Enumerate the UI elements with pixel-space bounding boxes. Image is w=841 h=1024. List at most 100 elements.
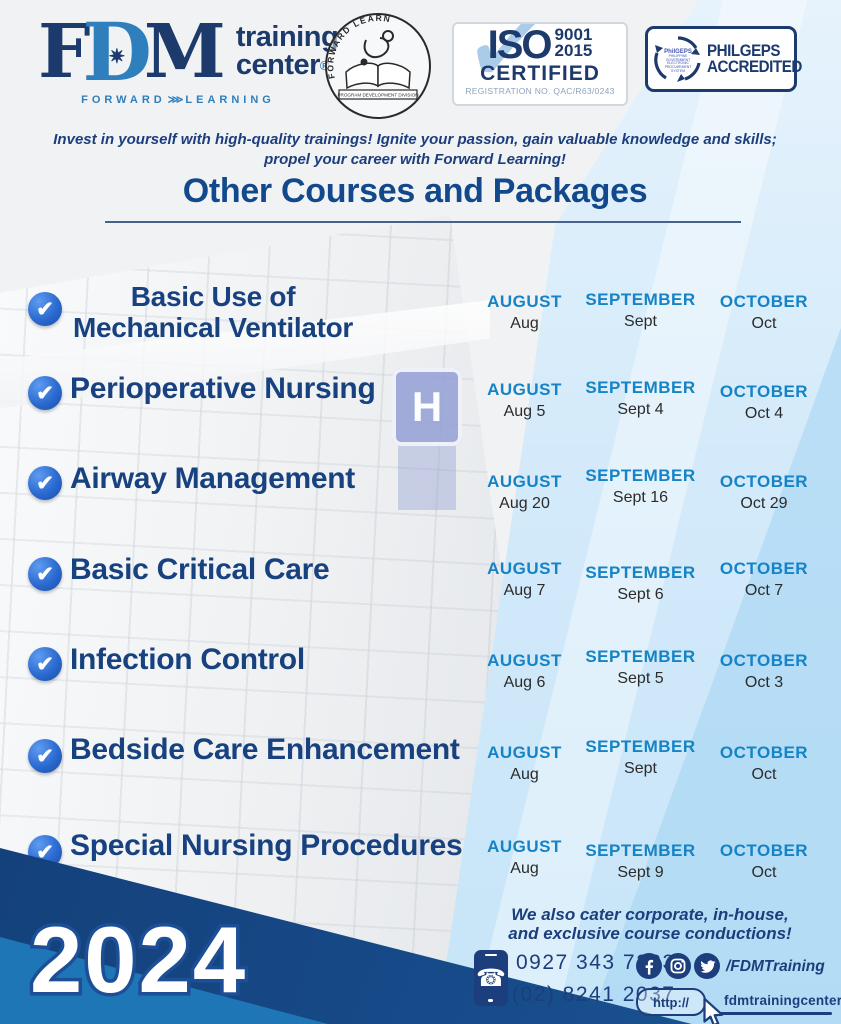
title-underline	[105, 221, 741, 223]
stethoscope-chestpiece	[360, 58, 368, 66]
instagram-icon[interactable]	[665, 953, 691, 979]
course-row: ✔ Infection Control AUGUST Aug 6 SEPTEMBE…	[0, 643, 841, 715]
cursor-arrow-icon	[698, 996, 728, 1024]
month-cell-august: AUGUST Aug	[462, 743, 587, 784]
course-date: Sept 4	[617, 401, 664, 418]
seal-banner	[338, 89, 418, 100]
course-date: Sept 5	[617, 670, 664, 687]
fdm-logo-wordmark: training center®	[235, 21, 339, 81]
course-date: Aug 20	[499, 495, 550, 512]
iso-standard: 9001 2015	[554, 25, 593, 59]
hospital-h-sign: H	[392, 368, 462, 446]
check-icon: ✔	[28, 376, 62, 410]
training-word: training	[235, 21, 339, 53]
course-title: Bedside Care Enhancement	[70, 733, 460, 766]
course-date: Oct	[751, 766, 777, 783]
month-cell-august: AUGUST Aug 20	[462, 472, 587, 513]
course-row: ✔ Bedside Care Enhancement AUGUST Aug SEP…	[0, 733, 841, 805]
note-line-1: We also cater corporate, in-house,	[511, 905, 789, 924]
month-cell-september: SEPTEMBER Sept 9	[578, 841, 703, 882]
year-text: 2024	[30, 907, 247, 1012]
course-date: Aug	[510, 315, 539, 332]
course-date: Oct 29	[740, 495, 788, 512]
month-header: AUGUST	[487, 837, 562, 856]
stethoscope-head	[382, 30, 394, 42]
course-row: ✔ Basic Critical Care AUGUST Aug 7 SEPTEM…	[0, 553, 841, 625]
book-right-page	[377, 62, 411, 90]
month-cell-october: OCTOBER Oct 29	[700, 472, 828, 513]
iso-9001: 9001	[554, 25, 593, 44]
month-cell-september: SEPTEMBER Sept 5	[578, 647, 703, 688]
note-line-2: and exclusive course conductions!	[508, 924, 792, 944]
fdm-letter-m: M	[143, 9, 226, 95]
year-2024: 2024	[26, 902, 296, 1019]
course-date: Sept 9	[617, 864, 664, 881]
course-date: Aug 7	[503, 582, 546, 599]
intro-tagline: Invest in yourself with high-quality tra…	[50, 130, 780, 171]
page-title: Other Courses and Packages	[182, 172, 648, 210]
month-cell-october: OCTOBER Oct 3	[700, 651, 828, 692]
iso-registration-number: REGISTRATION NO. QAC/R63/0243	[465, 86, 615, 96]
month-header: SEPTEMBER	[585, 841, 696, 860]
twitter-icon[interactable]	[694, 953, 720, 979]
month-header: OCTOBER	[719, 472, 809, 491]
phone-icon: ☎	[474, 950, 508, 1006]
month-header: OCTOBER	[719, 292, 809, 311]
fdm-logo: F D ✷ M training center® FORWARD ⋙ LEARNING	[38, 5, 339, 106]
course-title: Infection Control	[70, 643, 305, 676]
iso-word: ISO	[487, 23, 553, 67]
month-cell-august: AUGUST Aug	[462, 292, 587, 333]
month-header: AUGUST	[487, 651, 562, 670]
month-cell-october: OCTOBER Oct	[700, 743, 828, 784]
social-handle[interactable]: /FDMTraining	[726, 958, 825, 975]
course-title: Basic Use of Mechanical Ventilator	[72, 281, 354, 343]
registered-mark: ®	[319, 57, 330, 73]
course-title: Airway Management	[70, 462, 355, 495]
course-date: Sept	[624, 760, 657, 777]
month-cell-october: OCTOBER Oct	[700, 841, 828, 882]
course-row: ✔ Basic Use of Mechanical Ventilator AUG…	[0, 281, 841, 354]
iso-certified-word: CERTIFIED	[480, 62, 600, 85]
facebook-icon[interactable]	[636, 953, 662, 979]
check-icon: ✔	[28, 647, 62, 681]
course-date: Aug 5	[503, 403, 546, 420]
http-pill: http://	[636, 988, 706, 1016]
month-cell-september: SEPTEMBER Sept 6	[578, 563, 703, 604]
course-row: ✔ Airway Management AUGUST Aug 20 SEPTEMB…	[0, 462, 841, 534]
philgeps-arrows-icon: PhilGEPS PHILIPPINE GOVERNMENT ELECTRONI…	[652, 33, 704, 85]
iso-certified-badge: ✓ ISO 9001 2015 CERTIFIED REGISTRATION N…	[452, 22, 628, 106]
month-header: SEPTEMBER	[585, 647, 696, 666]
center-word: center®	[235, 48, 330, 81]
month-cell-august: AUGUST Aug 7	[462, 559, 587, 600]
course-title: Perioperative Nursing	[70, 372, 376, 405]
month-cell-october: OCTOBER Oct 7	[700, 559, 828, 600]
month-header: SEPTEMBER	[585, 466, 696, 485]
philgeps-accredited-badge: PhilGEPS PHILIPPINE GOVERNMENT ELECTRONI…	[645, 26, 802, 92]
month-cell-august: AUGUST Aug 6	[462, 651, 587, 692]
course-title: Special Nursing Procedures	[70, 829, 463, 862]
philippine-sun-icon: ✷	[108, 44, 126, 68]
month-header: OCTOBER	[719, 559, 809, 578]
fdm-letter-f: F	[38, 9, 91, 95]
website-url[interactable]: fdmtrainingcenter.com.ph	[724, 993, 841, 1008]
program-development-seal: FORWARD LEARNING PROGRAM DEVELOPMENT DIV…	[318, 2, 434, 127]
month-header: AUGUST	[487, 380, 562, 399]
course-row: ✔ Perioperative Nursing AUGUST Aug 5 SEPT…	[0, 372, 841, 444]
course-date: Sept 16	[612, 489, 669, 506]
landline-number[interactable]: (02) 8241 2037	[512, 983, 676, 1006]
fdm-letter-d: D ✷	[82, 5, 152, 99]
course-date: Aug	[510, 766, 539, 783]
mobile-number[interactable]: 0927 343 7233	[516, 951, 676, 974]
month-cell-august: AUGUST Aug 5	[462, 380, 587, 421]
philgeps-subtext: PHILIPPINE GOVERNMENT ELECTRONIC PROCURE…	[664, 54, 692, 73]
month-cell-september: SEPTEMBER Sept	[578, 290, 703, 331]
course-date: Sept 6	[617, 586, 664, 603]
course-date: Aug	[510, 860, 539, 877]
month-header: AUGUST	[487, 559, 562, 578]
check-icon: ✔	[28, 466, 62, 500]
month-header: SEPTEMBER	[585, 737, 696, 756]
course-date: Oct 4	[744, 405, 784, 422]
course-row: ✔ Special Nursing Procedures AUGUST Aug S…	[0, 829, 841, 901]
course-title: Basic Critical Care	[70, 553, 330, 586]
